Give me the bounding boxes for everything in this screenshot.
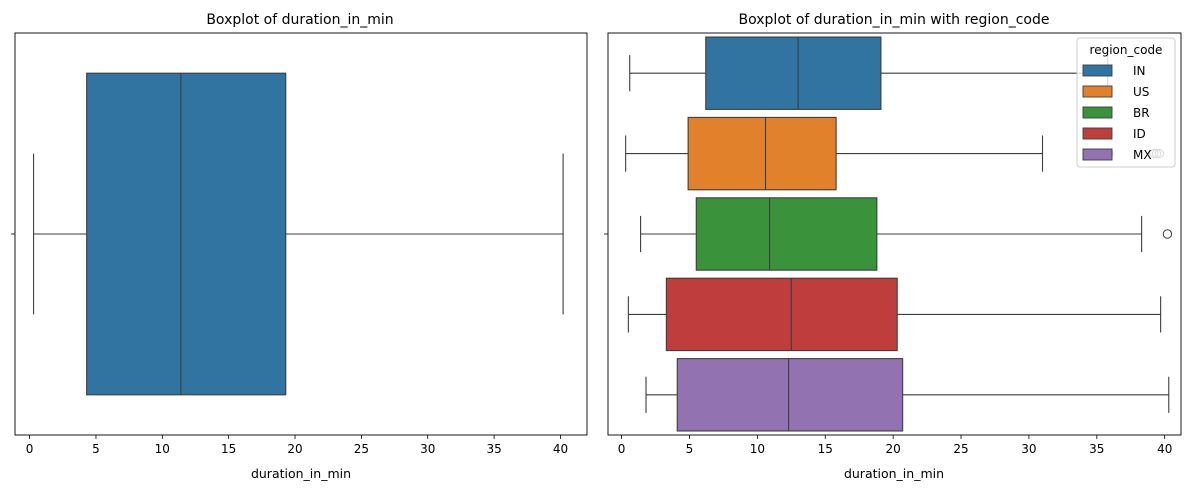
right-x-tick-label: 30 <box>1021 442 1036 456</box>
left-x-tick-label: 40 <box>553 442 568 456</box>
right-box-group <box>640 197 1173 271</box>
right-panel: Boxplot of duration_in_min with region_c… <box>604 12 1182 481</box>
right-box <box>665 277 898 352</box>
left-panel: Boxplot of duration_in_min 0 5 10 15 20 25 30 3… <box>11 12 588 481</box>
right-x-axis: 0 5 10 15 20 25 30 35 40 <box>618 435 1172 456</box>
right-box <box>676 358 904 432</box>
legend: region_code IN US BR ID MX <box>1076 37 1176 168</box>
left-plot-area <box>33 72 564 396</box>
legend-swatch <box>1082 64 1113 77</box>
legend-label: MX <box>1133 148 1152 162</box>
legend-label: ID <box>1133 127 1146 141</box>
right-x-tick-label: 5 <box>686 442 694 456</box>
right-x-tick-label: 25 <box>953 442 968 456</box>
left-x-tick-label: 5 <box>92 442 100 456</box>
left-box <box>86 72 287 396</box>
right-plot-area <box>625 36 1173 432</box>
right-box <box>695 197 878 271</box>
legend-swatch <box>1082 106 1113 119</box>
left-x-tick-label: 10 <box>155 442 170 456</box>
legend-swatch <box>1082 148 1113 161</box>
left-x-tick-label: 15 <box>221 442 236 456</box>
right-x-tick-label: 10 <box>750 442 765 456</box>
legend-frame <box>1076 37 1176 168</box>
right-box <box>705 36 882 110</box>
legend-title: region_code <box>1090 43 1163 57</box>
left-x-axis: 0 5 10 15 20 25 30 35 40 <box>26 435 568 456</box>
left-x-tick-label: 25 <box>354 442 369 456</box>
right-x-tick-label: 40 <box>1157 442 1172 456</box>
legend-swatch <box>1082 127 1113 140</box>
legend-items: IN US BR ID MX <box>1082 64 1152 162</box>
left-x-tick-label: 30 <box>420 442 435 456</box>
right-x-tick-label: 20 <box>886 442 901 456</box>
right-box-group <box>629 36 1109 110</box>
left-box-group <box>33 72 564 396</box>
right-x-axis-label: duration_in_min <box>844 466 944 481</box>
legend-label: IN <box>1133 64 1146 78</box>
left-x-tick-label: 35 <box>486 442 501 456</box>
left-x-tick-label: 0 <box>26 442 34 456</box>
right-chart-title: Boxplot of duration_in_min with region_c… <box>739 12 1050 28</box>
right-x-tick-label: 35 <box>1089 442 1104 456</box>
right-box-group <box>645 358 1170 432</box>
right-box <box>687 116 837 191</box>
legend-label: BR <box>1133 106 1150 120</box>
left-x-axis-label: duration_in_min <box>251 466 351 481</box>
right-x-tick-label: 15 <box>818 442 833 456</box>
right-box-group <box>627 277 1162 352</box>
left-chart-title: Boxplot of duration_in_min <box>206 12 393 28</box>
right-x-tick-label: 0 <box>618 442 626 456</box>
legend-swatch <box>1082 85 1113 98</box>
legend-label: US <box>1133 85 1149 99</box>
right-outlier <box>1162 229 1173 239</box>
left-x-tick-label: 20 <box>287 442 302 456</box>
